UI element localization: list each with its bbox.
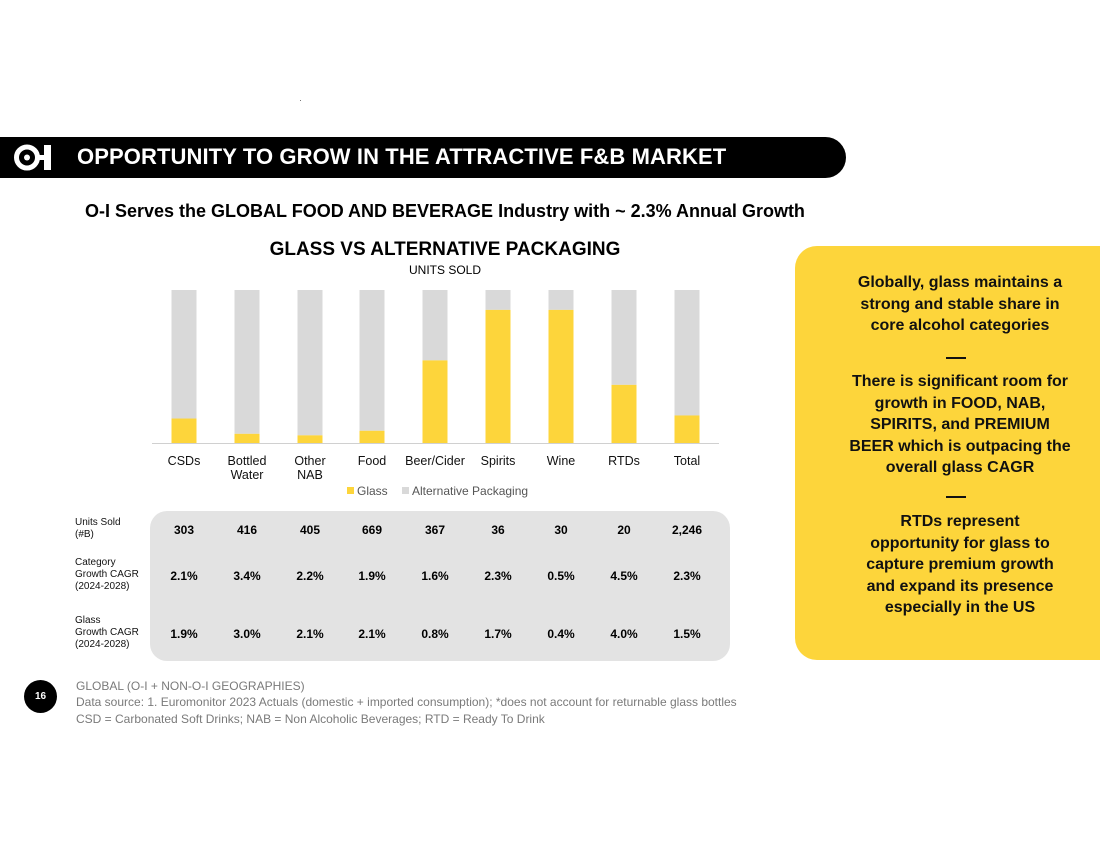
- x-tick-label: Total: [674, 454, 700, 468]
- legend-glass-swatch: [347, 487, 354, 494]
- stray-dot: [300, 100, 301, 101]
- o-i-logo-icon: [14, 144, 51, 171]
- bar-glass-8: [674, 415, 700, 443]
- callout-box: [795, 246, 1100, 660]
- table-cell: 2,246: [671, 523, 703, 537]
- callout-paragraph-2: There is significant room for growth in F…: [849, 373, 1071, 476]
- bar-alternative-2: [297, 290, 323, 436]
- bar-glass-7: [611, 384, 637, 443]
- footer-scope: GLOBAL (O-I + NON-O-I GEOGRAPHIES): [76, 679, 305, 693]
- table-cell: 416: [236, 523, 258, 537]
- table-cell: 1.9%: [170, 627, 198, 641]
- banner-title: OPPORTUNITY TO GROW IN THE ATTRACTIVE F&…: [77, 144, 727, 169]
- callout-paragraph-1: Globally, glass maintains a strong and st…: [857, 274, 1063, 334]
- footer-source: Data source: 1. Euromonitor 2023 Actuals…: [76, 695, 737, 709]
- table-cell: 3.4%: [233, 569, 261, 583]
- bar-alternative-1: [234, 290, 260, 434]
- table-cell: 20: [617, 523, 631, 537]
- x-tick-label: Food: [358, 454, 387, 468]
- bar-alternative-5: [485, 290, 511, 310]
- bar-glass-2: [297, 435, 323, 443]
- bar-alternative-4: [422, 290, 448, 361]
- table-cell: 2.1%: [358, 627, 386, 641]
- table-cell: 1.9%: [358, 569, 386, 583]
- slide-subtitle: O-I Serves the GLOBAL FOOD AND BEVERAGE …: [85, 201, 805, 221]
- table-cell: 0.4%: [547, 627, 575, 641]
- table-cell: 2.1%: [296, 627, 324, 641]
- data-table-background: [150, 511, 730, 661]
- table-cell: 30: [554, 523, 568, 537]
- legend-alternative-label: Alternative Packaging: [412, 484, 528, 498]
- table-row-label: Units Sold (#B): [75, 517, 121, 540]
- x-tick-label: Bottled: [228, 454, 267, 468]
- bar-glass-5: [485, 309, 511, 443]
- bar-alternative-7: [611, 290, 637, 385]
- table-cell: 669: [361, 523, 383, 537]
- title-banner: [0, 137, 846, 178]
- x-tick-label: NAB: [297, 468, 323, 482]
- x-tick-label: Wine: [547, 454, 576, 468]
- bar-glass-1: [234, 433, 260, 443]
- table-cell: 2.3%: [673, 569, 701, 583]
- table-cell: 0.5%: [547, 569, 575, 583]
- table-cell: 1.6%: [421, 569, 449, 583]
- table-cell: 367: [424, 523, 446, 537]
- chart-title: GLASS VS ALTERNATIVE PACKAGING: [269, 239, 621, 260]
- table-cell: 1.5%: [673, 627, 701, 641]
- x-tick-label: Other: [294, 454, 325, 468]
- table-cell: 2.2%: [296, 569, 324, 583]
- table-cell: 3.0%: [233, 627, 261, 641]
- chart-subtitle: UNITS SOLD: [408, 263, 481, 277]
- bar-alternative-3: [359, 290, 385, 431]
- bar-glass-4: [422, 360, 448, 443]
- bar-glass-6: [548, 309, 574, 443]
- x-tick-label: Beer/Cider: [405, 454, 465, 468]
- footer-abbreviations: CSD = Carbonated Soft Drinks; NAB = Non …: [76, 712, 545, 726]
- table-row-label: Glass Growth CAGR (2024-2028): [75, 615, 139, 650]
- x-tick-label: Spirits: [481, 454, 516, 468]
- callout-divider-1: [946, 357, 966, 359]
- bar-alternative-8: [674, 290, 700, 416]
- table-row-label: Category Growth CAGR (2024-2028): [75, 557, 139, 592]
- bar-alternative-6: [548, 290, 574, 310]
- table-cell: 2.1%: [170, 569, 198, 583]
- legend-glass-label: Glass: [357, 484, 388, 498]
- table-cell: 4.5%: [610, 569, 638, 583]
- x-tick-label: CSDs: [168, 454, 201, 468]
- x-tick-label: Water: [231, 468, 264, 482]
- table-cell: 303: [173, 523, 195, 537]
- bar-glass-0: [171, 418, 197, 443]
- page-number: 16: [24, 680, 57, 713]
- bar-glass-3: [359, 430, 385, 443]
- table-cell: 2.3%: [484, 569, 512, 583]
- table-cell: 0.8%: [421, 627, 449, 641]
- bar-alternative-0: [171, 290, 197, 419]
- callout-paragraph-3: RTDs represent opportunity for glass to ca…: [866, 513, 1054, 616]
- table-cell: 405: [299, 523, 321, 537]
- x-tick-label: RTDs: [608, 454, 640, 468]
- callout-divider-2: [946, 496, 966, 498]
- table-cell: 1.7%: [484, 627, 512, 641]
- legend-alternative-swatch: [402, 487, 409, 494]
- table-cell: 4.0%: [610, 627, 638, 641]
- table-cell: 36: [491, 523, 505, 537]
